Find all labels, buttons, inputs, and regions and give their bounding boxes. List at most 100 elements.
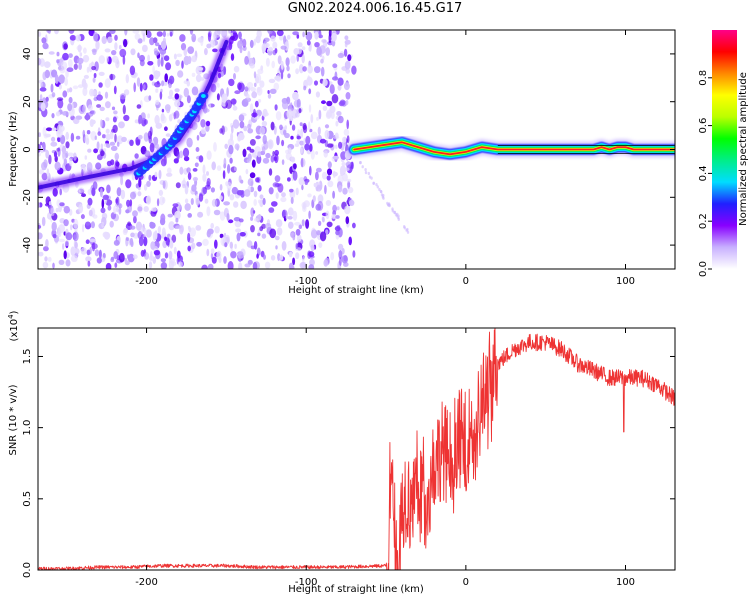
heatmap-noise-cell: [332, 135, 340, 140]
snr-frame: [37, 327, 676, 571]
heatmap-noise-cell: [344, 205, 351, 215]
heatmap-noise-cell: [87, 260, 91, 267]
heatmap-noise-cell: [140, 226, 145, 233]
heatmap-noise-cell: [301, 46, 306, 51]
heatmap-noise-cell: [47, 256, 52, 262]
heatmap-noise-cell: [73, 152, 77, 161]
heatmap-noise-cell: [62, 90, 68, 98]
heatmap-noise-cell: [182, 147, 190, 158]
heatmap-noise-cell: [56, 51, 60, 57]
heatmap-noise-cell: [39, 141, 43, 146]
heatmap-noise-cell: [230, 32, 234, 37]
heatmap-noise-cell: [65, 141, 70, 149]
heatmap-noise-cell: [121, 136, 127, 143]
heatmap-noise-cell: [52, 234, 57, 239]
heatmap-noise-cell: [300, 157, 304, 168]
heatmap-noise-cell: [341, 248, 345, 255]
snr-x-axis-label: Height of straight line (km): [288, 584, 424, 595]
heatmap-noise-cell: [38, 251, 44, 257]
carrier-track-band: [353, 141, 675, 156]
heatmap-x-tick-label: -100: [295, 276, 318, 287]
heatmap-noise-cell: [327, 161, 332, 169]
heatmap-noise-cell: [196, 199, 200, 205]
heatmap-noise-cell: [342, 187, 348, 195]
heatmap-noise-cell: [55, 111, 61, 117]
heatmap-noise-cell: [132, 210, 138, 218]
heatmap-noise-cell: [331, 94, 339, 104]
heatmap-noise-cell: [268, 78, 276, 84]
heatmap-noise-cell: [302, 255, 305, 263]
heatmap-noise-cell: [270, 155, 275, 163]
heatmap-noise-cell: [246, 82, 254, 89]
heatmap-noise-cell: [238, 218, 244, 223]
heatmap-noise-cell: [120, 189, 126, 200]
heatmap-noise-cell: [273, 156, 277, 161]
heatmap-noise-cell: [99, 188, 103, 198]
heatmap-noise-cell: [296, 135, 301, 140]
heatmap-noise-cell: [41, 37, 47, 44]
heatmap-noise-cell: [87, 197, 93, 206]
heatmap-noise-cell: [91, 61, 94, 67]
heatmap-noise-cell: [191, 242, 196, 250]
chirp-strong-core: [201, 94, 206, 98]
heatmap-noise-cell: [98, 55, 106, 64]
heatmap-noise-cell: [96, 141, 100, 151]
heatmap-noise-cell: [42, 261, 49, 269]
heatmap-noise-cell: [59, 68, 66, 74]
heatmap-noise-cell: [295, 187, 299, 196]
heatmap-noise-cell: [303, 200, 311, 208]
heatmap-noise-cell: [274, 104, 278, 111]
heatmap-noise-cell: [253, 190, 258, 198]
heatmap-noise-cell: [223, 256, 227, 264]
heatmap-noise-cell: [370, 176, 373, 180]
heatmap-noise-cell: [167, 167, 172, 174]
heatmap-noise-cell: [233, 217, 241, 222]
heatmap-noise-cell: [42, 97, 47, 103]
heatmap-noise-cell: [309, 165, 312, 176]
heatmap-noise-cell: [345, 161, 351, 169]
heatmap-noise-cell: [246, 158, 251, 164]
heatmap-noise-cell: [275, 219, 283, 228]
heatmap-noise-cell: [268, 207, 275, 213]
heatmap-noise-cell: [171, 261, 177, 266]
heatmap-noise-cell: [134, 153, 139, 159]
heatmap-noise-cell: [145, 229, 152, 238]
heatmap-noise-cell: [286, 34, 291, 40]
snr-x-ticks: -200 -100 0 100: [135, 328, 635, 588]
colorbar-tick-label: 0.0: [698, 261, 709, 277]
heatmap-noise-cell: [38, 152, 41, 157]
heatmap-noise-cell: [109, 141, 116, 146]
heatmap-noise-cell: [162, 37, 166, 45]
heatmap-noise-cell: [213, 142, 217, 152]
heatmap-noise-field: [38, 30, 410, 269]
heatmap-noise-cell: [54, 30, 59, 35]
heatmap-noise-cell: [337, 185, 343, 193]
heatmap-noise-cell: [265, 57, 270, 67]
heatmap-noise-cell: [174, 210, 181, 220]
heatmap-noise-cell: [95, 162, 102, 170]
heatmap-noise-cell: [205, 120, 211, 127]
heatmap-noise-cell: [75, 135, 81, 140]
heatmap-noise-cell: [275, 74, 282, 82]
heatmap-noise-cell: [240, 200, 247, 210]
heatmap-noise-cell: [244, 189, 251, 197]
heatmap-noise-cell: [38, 31, 42, 37]
heatmap-noise-cell: [335, 215, 340, 219]
heatmap-noise-cell: [290, 55, 296, 64]
snr-x-tick-label: -100: [295, 577, 318, 588]
heatmap-noise-cell: [77, 44, 82, 53]
colorbar-tick-label: 0.6: [698, 118, 709, 134]
heatmap-noise-cell: [166, 172, 173, 177]
heatmap-noise-cell: [105, 262, 112, 269]
heatmap-noise-cell: [208, 103, 211, 109]
heatmap-noise-cell: [168, 221, 175, 231]
heatmap-noise-cell: [338, 250, 343, 260]
snr-y-multiplier: (x104): [7, 310, 20, 341]
heatmap-noise-cell: [68, 59, 73, 68]
heatmap-noise-cell: [138, 114, 143, 124]
heatmap-noise-cell: [364, 168, 367, 172]
heatmap-noise-cell: [259, 80, 265, 88]
heatmap-noise-cell: [139, 59, 145, 67]
heatmap-noise-cell: [256, 154, 262, 164]
